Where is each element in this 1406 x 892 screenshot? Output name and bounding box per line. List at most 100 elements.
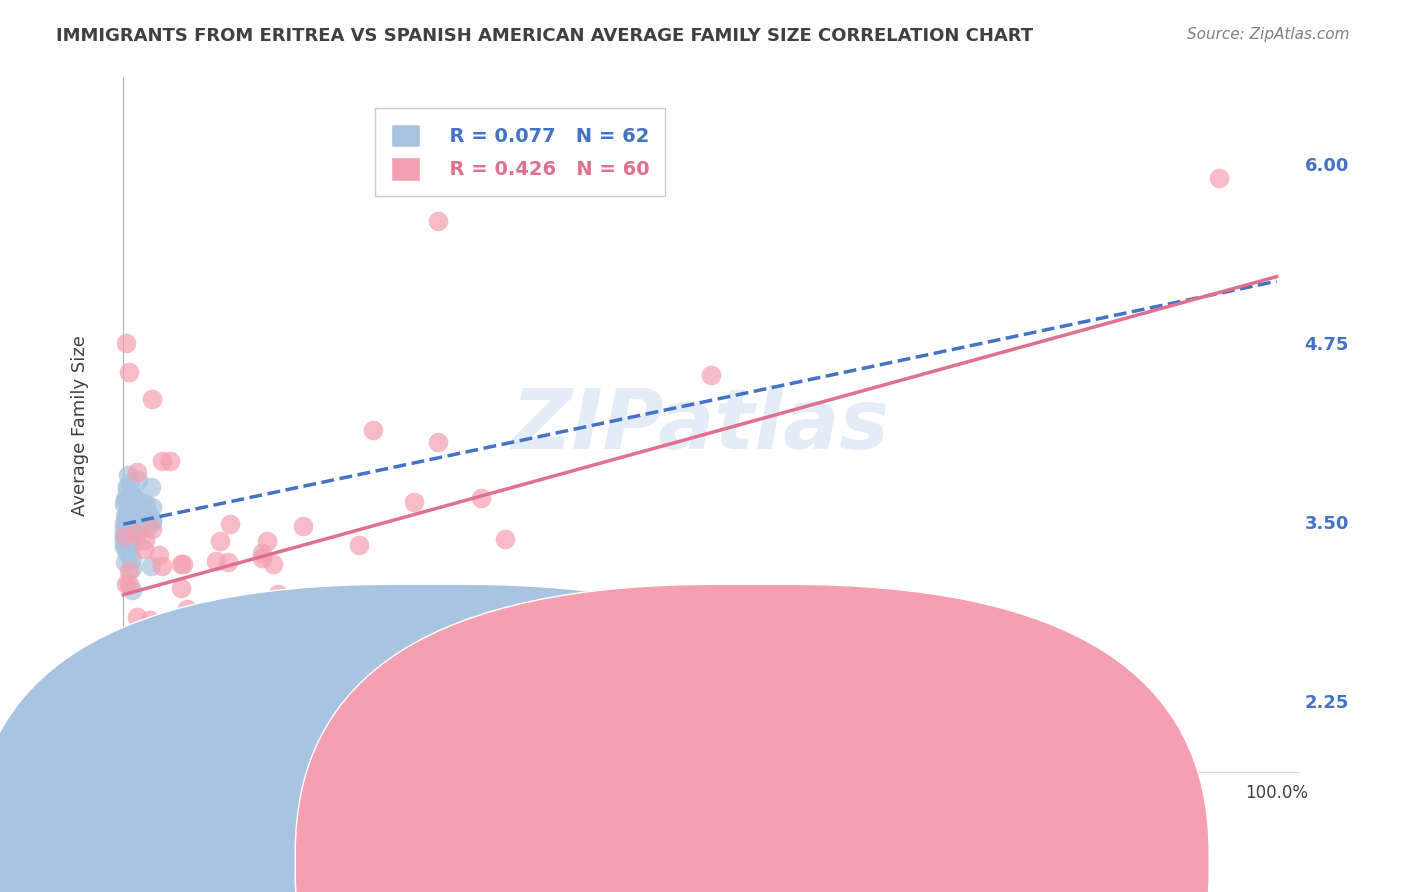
Spanish Americans (699, 368, 721, 382)
Immigrants from Eritrea (131, 495, 153, 509)
Immigrants from Eritrea (114, 538, 136, 552)
Spanish Americans (250, 545, 273, 559)
Immigrants from Eritrea (112, 535, 135, 549)
Immigrants from Eritrea (121, 551, 143, 566)
Spanish Americans (494, 532, 516, 546)
Immigrants from Eritrea (115, 482, 138, 496)
Spanish Americans (129, 708, 152, 723)
Spanish Americans (117, 576, 139, 591)
Immigrants from Eritrea (124, 505, 146, 519)
Immigrants from Eritrea (114, 525, 136, 540)
Spanish Americans (165, 690, 187, 705)
Spanish Americans (252, 550, 274, 565)
Immigrants from Eritrea (115, 508, 138, 522)
Spanish Americans (361, 423, 384, 437)
Spanish Americans (114, 335, 136, 350)
Immigrants from Eritrea (124, 490, 146, 504)
Immigrants from Eritrea (114, 556, 136, 570)
Spanish Americans (170, 581, 193, 595)
Immigrants from Eritrea (117, 467, 139, 482)
Spanish Americans (150, 559, 173, 574)
Immigrants from Eritrea (115, 515, 138, 529)
Immigrants from Eritrea (118, 529, 141, 543)
Spanish Americans (402, 495, 425, 509)
Immigrants from Eritrea (141, 500, 163, 514)
Immigrants from Eritrea (115, 513, 138, 527)
Immigrants from Eritrea (128, 503, 150, 517)
Immigrants from Eritrea (127, 506, 149, 520)
Spanish Americans (1208, 170, 1230, 185)
Immigrants from Eritrea (139, 559, 162, 574)
Spanish Americans (267, 587, 290, 601)
Spanish Americans (217, 555, 239, 569)
Spanish Americans (170, 557, 193, 571)
Y-axis label: Average Family Size: Average Family Size (72, 334, 89, 516)
Spanish Americans (218, 517, 240, 532)
Immigrants from Eritrea (114, 492, 136, 507)
Spanish Americans (180, 714, 202, 728)
Spanish Americans (274, 632, 297, 646)
Immigrants from Eritrea (120, 475, 142, 490)
Immigrants from Eritrea (118, 507, 141, 521)
Spanish Americans (427, 434, 450, 449)
Spanish Americans (269, 651, 291, 665)
Spanish Americans (132, 541, 155, 556)
Immigrants from Eritrea (112, 540, 135, 554)
Immigrants from Eritrea (141, 480, 163, 494)
Spanish Americans (225, 671, 247, 685)
Spanish Americans (114, 576, 136, 591)
Spanish Americans (159, 454, 181, 468)
Immigrants from Eritrea (112, 532, 135, 546)
Immigrants from Eritrea (115, 507, 138, 521)
Immigrants from Eritrea (122, 535, 145, 549)
Immigrants from Eritrea (141, 515, 163, 529)
Spanish Americans (242, 669, 264, 683)
Spanish Americans (127, 465, 149, 479)
Spanish Americans (148, 548, 170, 562)
Spanish Americans (205, 554, 228, 568)
Immigrants from Eritrea (114, 509, 136, 524)
Immigrants from Eritrea (121, 513, 143, 527)
Immigrants from Eritrea (115, 546, 138, 560)
Spanish Americans (347, 538, 370, 552)
Spanish Americans (176, 602, 198, 616)
Immigrants from Eritrea (112, 532, 135, 546)
Spanish Americans (114, 529, 136, 543)
Immigrants from Eritrea (114, 523, 136, 537)
Spanish Americans (172, 557, 194, 571)
Immigrants from Eritrea (127, 473, 149, 487)
Spanish Americans (141, 392, 163, 406)
Spanish Americans (236, 645, 259, 659)
Immigrants from Eritrea (141, 513, 163, 527)
Spanish Americans (209, 533, 232, 548)
Immigrants from Eritrea (121, 560, 143, 574)
Immigrants from Eritrea (114, 518, 136, 533)
Spanish Americans (118, 565, 141, 579)
Immigrants from Eritrea (112, 527, 135, 541)
Immigrants from Eritrea (120, 525, 142, 540)
Legend:   R = 0.077   N = 62,   R = 0.426   N = 60: R = 0.077 N = 62, R = 0.426 N = 60 (375, 108, 665, 196)
Immigrants from Eritrea (120, 547, 142, 561)
Spanish Americans (159, 690, 181, 705)
Immigrants from Eritrea (121, 488, 143, 502)
Spanish Americans (291, 519, 314, 533)
Immigrants from Eritrea (117, 528, 139, 542)
Spanish Americans (262, 557, 284, 571)
Spanish Americans (470, 491, 492, 505)
Spanish Americans (118, 365, 141, 379)
Immigrants from Eritrea (128, 503, 150, 517)
Spanish Americans (127, 713, 149, 727)
Spanish Americans (121, 705, 143, 719)
Immigrants from Eritrea (134, 516, 156, 531)
Spanish Americans (166, 620, 188, 634)
Immigrants from Eritrea (115, 535, 138, 549)
Immigrants from Eritrea (114, 491, 136, 506)
Spanish Americans (211, 602, 233, 616)
Spanish Americans (427, 213, 450, 227)
Text: Spanish Americans: Spanish Americans (717, 815, 875, 833)
Spanish Americans (256, 533, 278, 548)
Spanish Americans (250, 647, 273, 661)
Immigrants from Eritrea (112, 522, 135, 536)
Spanish Americans (134, 533, 156, 547)
Immigrants from Eritrea (122, 490, 145, 504)
